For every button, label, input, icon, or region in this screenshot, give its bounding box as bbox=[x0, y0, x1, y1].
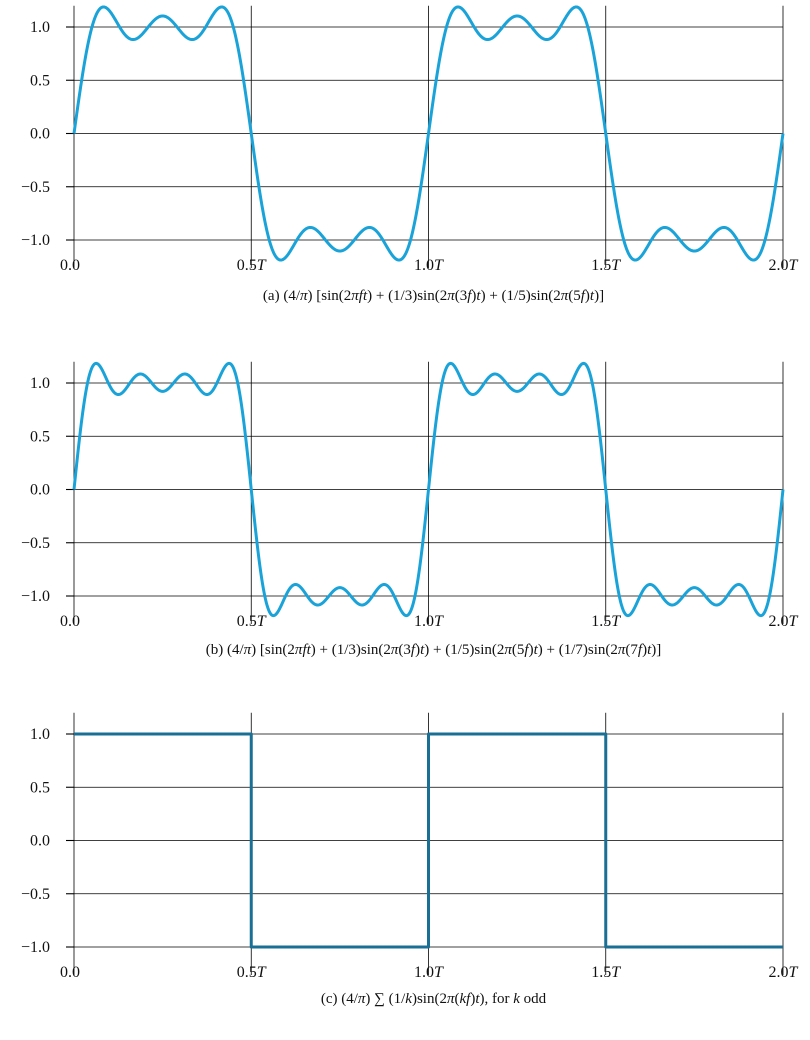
x-tick-label: 1.0T bbox=[414, 964, 444, 981]
y-tick-label: 0.0 bbox=[30, 482, 50, 499]
panel-b: 1.0 0.5 0.0 −0.5 −1.0 0.0 0.5T 1.0T 1.5T 2.0T (b) … bbox=[21, 361, 799, 658]
series-line-b bbox=[72, 361, 785, 618]
y-tick-label: 0.5 bbox=[30, 428, 50, 445]
x-tick-label: 0.0 bbox=[60, 964, 80, 981]
caption-b: (b) (4/π) [sin(2πft) + (1/3)sin(2π(3f)t)… bbox=[206, 642, 661, 658]
x-tick-label: 2.0T bbox=[769, 257, 799, 274]
panel-a: 1.0 0.5 0.0 −0.5 −1.0 0.0 0.5T 1.0T 1.5T 2.0T (a) … bbox=[21, 5, 799, 304]
x-tick-label: 2.0T bbox=[769, 613, 799, 630]
y-tick-label: −1.0 bbox=[21, 939, 50, 956]
series-line-a bbox=[72, 5, 785, 262]
y-tick-label: −0.5 bbox=[21, 535, 50, 552]
x-tick-label: 1.0T bbox=[414, 613, 444, 630]
y-tick-label: −0.5 bbox=[21, 179, 50, 196]
panel-c: 1.0 0.5 0.0 −0.5 −1.0 0.0 0.5T 1.0T 1.5T 2.0T (c) … bbox=[21, 712, 799, 1007]
caption-a: (a) (4/π) [sin(2πft) + (1/3)sin(2π(3f)t)… bbox=[263, 288, 604, 304]
x-tick-label: 0.5T bbox=[237, 964, 267, 981]
y-tick-label: 1.0 bbox=[30, 375, 50, 392]
y-tick-label: 0.0 bbox=[30, 833, 50, 850]
y-tick-label: 1.0 bbox=[30, 19, 50, 36]
y-tick-label: −1.0 bbox=[21, 232, 50, 249]
x-tick-label: 1.0T bbox=[414, 257, 444, 274]
y-tick-label: 1.0 bbox=[30, 726, 50, 743]
x-tick-label: 1.5T bbox=[591, 257, 621, 274]
caption-c: (c) (4/π) ∑ (1/k)sin(2π(kf)t), for k odd bbox=[321, 991, 547, 1007]
y-tick-label: 0.0 bbox=[30, 126, 50, 143]
x-tick-label: 0.5T bbox=[237, 257, 267, 274]
y-tick-label: 0.5 bbox=[30, 72, 50, 89]
x-tick-label: 1.5T bbox=[591, 964, 621, 981]
x-tick-label: 0.5T bbox=[237, 613, 267, 630]
y-tick-label: 0.5 bbox=[30, 779, 50, 796]
x-tick-label: 0.0 bbox=[60, 257, 80, 274]
series-line-c bbox=[74, 732, 783, 949]
y-tick-label: −1.0 bbox=[21, 588, 50, 605]
y-tick-label: −0.5 bbox=[21, 886, 50, 903]
x-tick-label: 0.0 bbox=[60, 613, 80, 630]
x-tick-label: 2.0T bbox=[769, 964, 799, 981]
x-tick-label: 1.5T bbox=[591, 613, 621, 630]
